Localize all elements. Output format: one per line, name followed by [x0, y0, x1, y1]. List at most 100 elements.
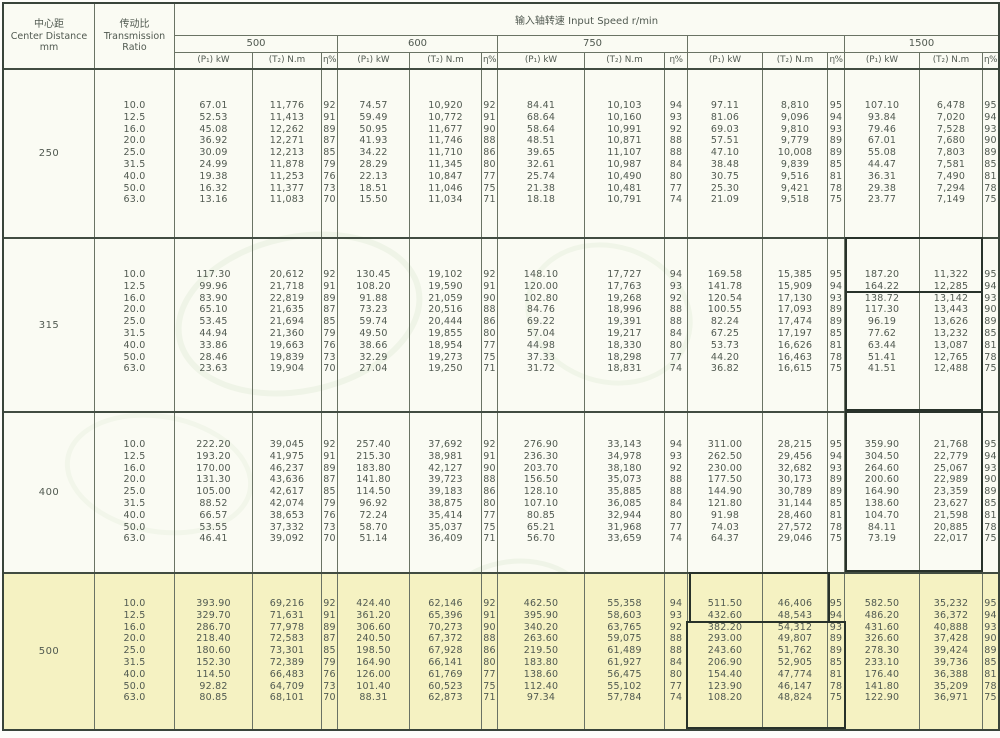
cell-value: 29.38: [867, 182, 897, 194]
cell-value: 39,424: [933, 645, 969, 657]
cell-value: 233.10: [864, 656, 900, 668]
torque-column-500: 11,776 11,413 12,262 12,271 12,213 11,878 11,2…: [253, 70, 322, 237]
cell-value: 89: [829, 304, 843, 316]
cell-value: 86: [483, 316, 496, 328]
cell-value: 85: [323, 147, 336, 159]
cell-value: 92: [669, 621, 683, 633]
cell-value: 138.72: [864, 292, 900, 304]
cell-value: 55.08: [867, 147, 897, 159]
cell-value: 218.40: [196, 633, 231, 645]
power-column-500: 117.30 99.96 83.90 65.10 53.45 44.94 33.86 28.4…: [175, 239, 253, 411]
cell-value: 243.60: [707, 645, 743, 657]
cell-value: 86: [483, 486, 496, 498]
cell-value: 75: [984, 363, 997, 375]
cell-value: 329.70: [196, 609, 231, 621]
torque-column-1500: 35,232 36,372 40,888 37,428 39,424 39,736 36,3…: [920, 574, 983, 729]
cell-value: 20,885: [933, 521, 969, 533]
cell-value: 170.00: [196, 462, 231, 474]
power-column-500: 393.90 329.70 286.70 218.40 180.60 152.30 114.…: [175, 574, 253, 729]
power-column-750: 84.41 68.64 58.64 48.51 39.65 32.61 25.74 21.38…: [498, 70, 585, 237]
cell-value: 200.60: [864, 474, 900, 486]
cell-value: 84: [669, 327, 683, 339]
cell-value: 18,831: [607, 363, 642, 375]
cell-value: 21,598: [933, 509, 969, 521]
cell-value: 89: [829, 486, 843, 498]
efficiency-column-1500: 95 94 93 90 89 85 81 78 75: [983, 413, 998, 572]
cell-value: 52,905: [777, 656, 813, 668]
cell-value: 21,718: [269, 280, 305, 292]
cell-value: 79.46: [867, 123, 897, 135]
cell-value: 13,142: [933, 292, 969, 304]
cell-value: 97.34: [526, 692, 556, 704]
cell-value: 75: [483, 182, 496, 194]
cell-value: 12,765: [933, 351, 969, 363]
cell-value: 94: [669, 269, 683, 280]
cell-value: 22,017: [933, 533, 969, 545]
cell-value: 85: [323, 486, 336, 498]
cell-value: 130.45: [356, 269, 391, 280]
cell-value: 93: [984, 292, 997, 304]
cell-value: 71,631: [269, 609, 305, 621]
cell-value: 22,779: [933, 450, 969, 462]
cell-value: 7,803: [936, 147, 966, 159]
cell-value: 94: [984, 280, 997, 292]
cell-value: 73.23: [359, 304, 388, 316]
cell-value: 84.41: [526, 100, 556, 111]
cell-value: 9,810: [780, 123, 810, 135]
cell-value: 85: [829, 497, 843, 509]
cell-value: 88: [483, 304, 496, 316]
cell-value: 91.98: [710, 509, 740, 521]
cell-value: 85: [984, 497, 997, 509]
cell-value: 80: [483, 327, 496, 339]
cell-value: 23,627: [933, 497, 969, 509]
cell-value: 89: [829, 316, 843, 328]
cell-value: 77: [483, 668, 496, 680]
cell-value: 114.50: [356, 486, 391, 498]
cell-value: 28,460: [777, 509, 813, 521]
cell-value: 21,059: [428, 292, 463, 304]
power-column-750: 148.10 120.00 102.80 84.76 69.22 57.04 44.98 37…: [498, 239, 585, 411]
subheader-torque-600: (T₂) N.m: [410, 53, 482, 68]
ratio-value: 20.0: [123, 304, 146, 316]
ratio-value: 12.5: [123, 280, 146, 292]
subheader-power-blank: (P₁) kW: [688, 53, 763, 68]
cell-value: 85: [323, 645, 336, 657]
cell-value: 80: [669, 668, 683, 680]
ratio-value: 50.0: [123, 182, 146, 194]
cell-value: 359.90: [864, 439, 900, 450]
cell-value: 18,996: [607, 304, 642, 316]
cell-value: 88: [669, 304, 683, 316]
cell-value: 78: [829, 521, 843, 533]
cell-value: 123.90: [707, 680, 743, 692]
cell-value: 74: [669, 363, 683, 375]
cell-value: 51.41: [867, 351, 897, 363]
cell-value: 22.13: [359, 170, 388, 182]
cell-value: 11,413: [269, 111, 305, 123]
cell-value: 25,067: [933, 462, 969, 474]
subheader-torque-1500: (T₂) N.m: [920, 53, 983, 68]
cell-value: 257.40: [356, 439, 391, 450]
cell-value: 74.03: [710, 521, 740, 533]
cell-value: 52.53: [199, 111, 228, 123]
speed-header-1500: 1500: [845, 36, 998, 53]
cell-value: 66,483: [269, 668, 305, 680]
cell-value: 16,626: [777, 339, 813, 351]
cell-value: 78: [829, 351, 843, 363]
cell-value: 67,372: [428, 633, 463, 645]
cell-value: 91: [323, 280, 336, 292]
cell-value: 148.10: [523, 269, 559, 280]
cell-value: 75: [829, 533, 843, 545]
cell-value: 10,772: [428, 111, 463, 123]
speed-header-750: 750: [498, 36, 688, 53]
cell-value: 89: [323, 462, 336, 474]
table-header: 中心距 Center Distance mm 传动比 Transmission …: [4, 4, 998, 70]
cell-value: 53.45: [199, 316, 228, 328]
cell-value: 293.00: [707, 633, 743, 645]
cell-value: 7,680: [936, 135, 966, 147]
ratio-value: 31.5: [123, 327, 146, 339]
ratio-column: 10.0 12.5 16.0 20.0 25.0 31.5 40.0 50.0 63.0: [95, 574, 175, 729]
cell-value: 70,273: [428, 621, 463, 633]
cell-value: 95: [829, 439, 843, 450]
cell-value: 38,981: [428, 450, 463, 462]
